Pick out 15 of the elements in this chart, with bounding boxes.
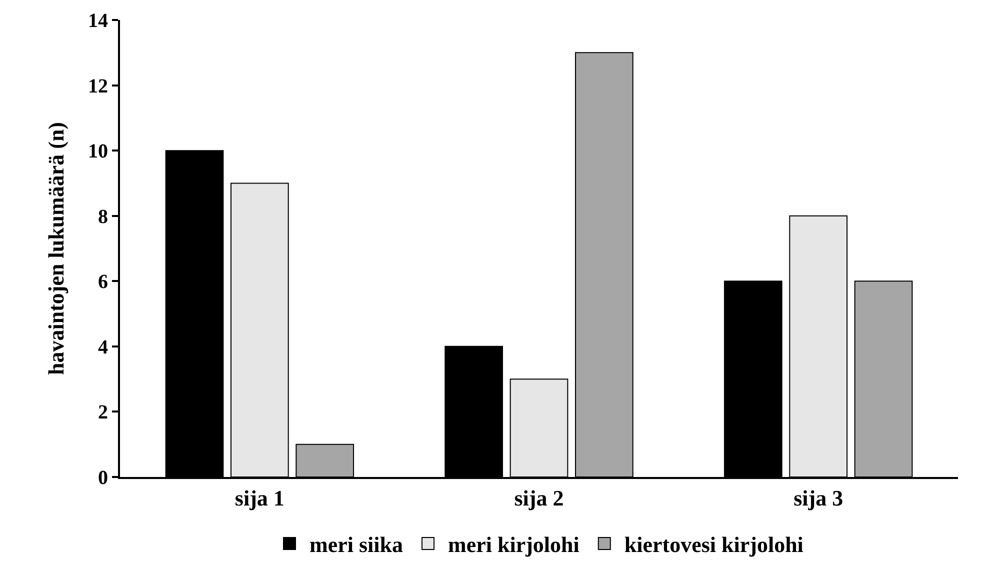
- legend-label: meri siika: [310, 532, 403, 558]
- y-tick-label: 0: [98, 467, 108, 489]
- y-tick-label: 6: [98, 271, 108, 294]
- y-axis-title: havaintojen lukumäärä (n): [43, 122, 68, 376]
- y-tick-label: 12: [88, 75, 108, 98]
- legend-label: meri kirjolohi: [448, 532, 580, 558]
- x-tick-label: sija 1: [234, 485, 284, 510]
- y-tick-label: 10: [88, 140, 108, 163]
- x-tick-label: sija 3: [794, 485, 844, 510]
- x-tick-label: sija 2: [514, 485, 564, 510]
- y-tick-label: 14: [88, 10, 108, 32]
- legend-label: kiertovesi kirjolohi: [624, 532, 804, 558]
- y-tick-label: 8: [98, 206, 108, 228]
- y-tick-label: 4: [98, 336, 108, 358]
- y-tick-label: 2: [98, 402, 108, 424]
